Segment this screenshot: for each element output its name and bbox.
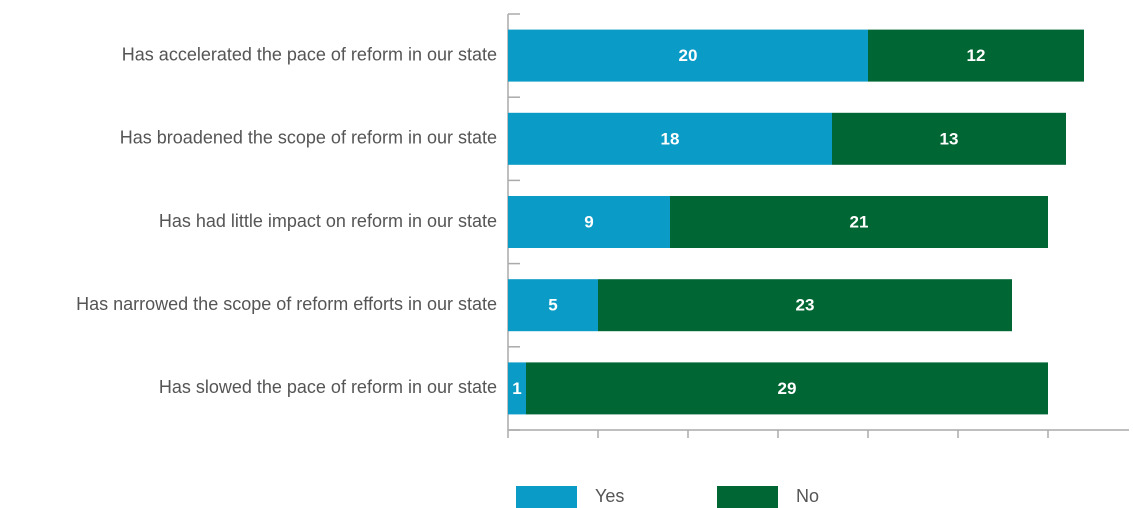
bar-segment: [670, 196, 1048, 248]
bar-segment: [526, 362, 1048, 415]
legend-label: No: [796, 486, 819, 506]
legend-swatch: [516, 486, 577, 508]
data-label: 18: [661, 129, 680, 148]
data-label: 23: [796, 296, 815, 315]
bar-segment: [508, 196, 670, 248]
data-label: 21: [850, 212, 869, 231]
data-label: 13: [940, 129, 959, 148]
data-label: 9: [584, 212, 593, 231]
category-label: Has narrowed the scope of reform efforts…: [76, 294, 497, 314]
bar-segment: [598, 279, 1012, 332]
bar-segment: [508, 29, 868, 82]
category-label: Has slowed the pace of reform in our sta…: [159, 377, 497, 397]
bar-segment: [868, 29, 1084, 82]
bar-segment: [508, 112, 832, 165]
data-label: 1: [512, 379, 521, 398]
data-label: 5: [548, 296, 557, 315]
category-label: Has had little impact on reform in our s…: [159, 211, 497, 231]
legend-swatch: [717, 486, 778, 508]
data-label: 29: [778, 379, 797, 398]
bar-segment: [508, 362, 526, 415]
data-label: 12: [967, 46, 986, 65]
bar-segment: [832, 112, 1066, 165]
legend-label: Yes: [595, 486, 624, 506]
bar-segment: [508, 279, 598, 332]
category-label: Has broadened the scope of reform in our…: [120, 128, 497, 148]
data-label: 20: [679, 46, 698, 65]
category-label: Has accelerated the pace of reform in ou…: [122, 44, 497, 64]
